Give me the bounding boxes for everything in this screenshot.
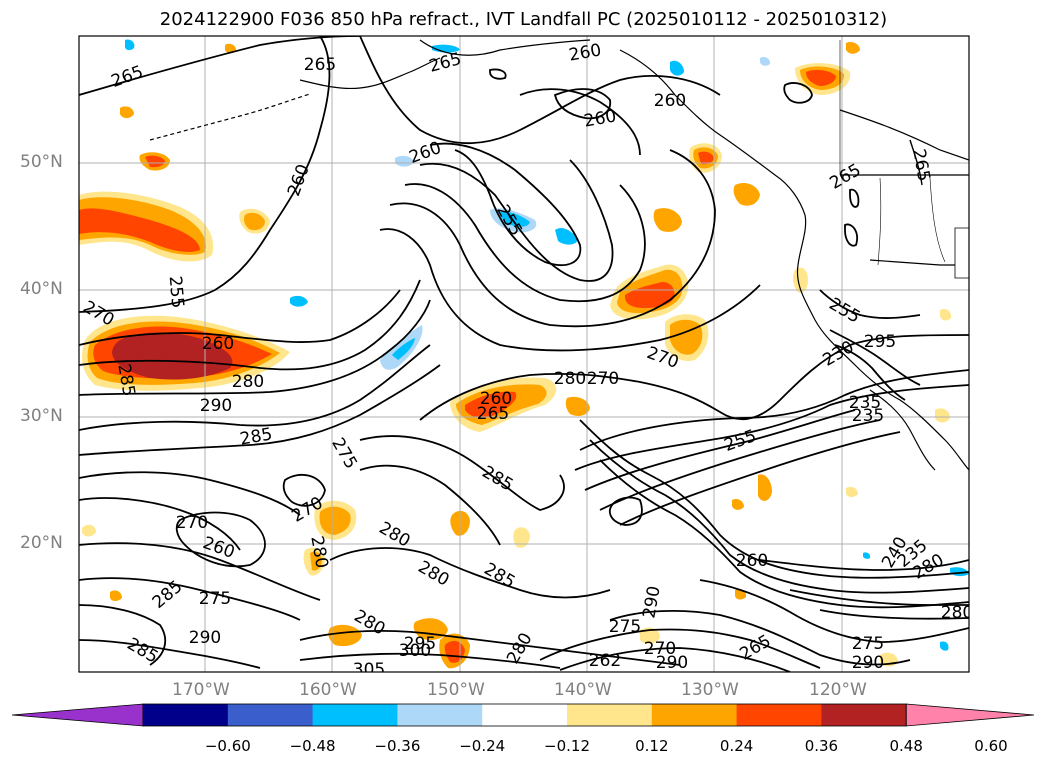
latitude-label: 50°N — [20, 152, 63, 172]
latitude-label: 40°N — [20, 279, 63, 299]
contour-label: 290 — [639, 584, 664, 619]
colorbar-segment — [227, 704, 314, 726]
contour-label: 260 — [284, 162, 314, 199]
coastlines — [149, 39, 969, 471]
contour-label: 280 — [941, 603, 973, 623]
contour-label: 270 — [176, 513, 208, 533]
longitude-label: 160°W — [299, 680, 357, 700]
colorbar-tick-label: −0.36 — [374, 737, 421, 755]
colorbar-tick-label: 0.60 — [974, 737, 1008, 755]
colorbar-tick-label: −0.24 — [459, 737, 506, 755]
longitude-label: 140°W — [554, 680, 612, 700]
colorbar-segment — [821, 704, 907, 726]
colorbar-segment — [397, 704, 483, 726]
contour-label: 265 — [477, 404, 509, 424]
longitude-label: 170°W — [172, 680, 230, 700]
contour-label: 285 — [123, 634, 161, 668]
contour-label: 275 — [852, 634, 884, 654]
contour-label: 265 — [427, 49, 464, 77]
colorbar-tick-label: −0.12 — [544, 737, 590, 755]
colorbar-tick-label: −0.60 — [204, 737, 251, 755]
colorbar-tick-label: 0.12 — [635, 737, 669, 755]
colorbar — [11, 703, 1035, 727]
longitude-label: 120°W — [809, 680, 867, 700]
contour-label: 280 — [554, 369, 586, 389]
contour-label: 260 — [567, 40, 602, 65]
contour-label: 295 — [404, 634, 436, 654]
shading-layer — [79, 39, 969, 669]
graticule — [79, 36, 969, 672]
contour-label: 285 — [113, 362, 138, 397]
colorbar-segment — [482, 704, 568, 726]
contour-label: 275 — [199, 589, 231, 609]
contour-label: 280 — [375, 518, 413, 552]
colorbar-segment — [651, 704, 738, 726]
contour-label: 262 — [589, 651, 621, 671]
colorbar-tick-label: 0.48 — [889, 737, 923, 755]
contour-label: 300 — [399, 641, 431, 661]
colorbar-tick-label: 0.36 — [804, 737, 839, 755]
contour-label: 305 — [353, 660, 385, 680]
contour-label: 235 — [852, 406, 884, 426]
contour-label: 265 — [826, 160, 864, 194]
contour-label: 290 — [852, 653, 884, 673]
latitude-label: 20°N — [20, 533, 63, 553]
colorbar-extend-max — [905, 703, 1035, 727]
contour-label: 285 — [238, 424, 273, 449]
contour-label: 255 — [165, 275, 188, 309]
positive-shading — [79, 41, 952, 669]
contour-label: 260 — [480, 389, 512, 409]
latitude-label: 30°N — [20, 406, 63, 426]
colorbar-tick-label: 0.24 — [719, 737, 754, 755]
colorbar-segment — [143, 704, 229, 726]
contour-label: 285 — [149, 577, 187, 613]
longitude-label: 130°W — [681, 680, 739, 700]
contour-label: 295 — [864, 332, 896, 352]
contour-label: 290 — [200, 396, 232, 416]
contour-label: 290 — [189, 628, 221, 648]
contour-label: 275 — [609, 617, 641, 637]
contour-label: 260 — [202, 334, 234, 354]
colorbar-extend-min — [11, 703, 144, 727]
colorbar-tick-label: −0.48 — [289, 737, 336, 755]
colorbar-frame — [142, 703, 907, 727]
contour-label: 270 — [644, 639, 676, 659]
colorbar-segment — [312, 704, 398, 726]
contour-label: 280 — [232, 372, 264, 392]
longitude-label: 150°W — [427, 680, 485, 700]
colorbar-segment — [567, 704, 653, 726]
contour-label: 235 — [849, 393, 881, 413]
contour-label: 260 — [582, 106, 617, 131]
contour-label: 290 — [656, 653, 688, 673]
plot-frame — [78, 35, 970, 673]
contour-label: 260 — [736, 551, 768, 571]
contour-label: 265 — [908, 147, 933, 182]
contour-label: 265 — [109, 62, 146, 92]
contour-label: 255 — [722, 426, 759, 456]
contour-lines — [79, 36, 969, 672]
contour-label: 270 — [587, 369, 619, 389]
contour-label: 260 — [654, 91, 686, 111]
contour-label: 265 — [304, 55, 336, 75]
colorbar-segment — [736, 704, 822, 726]
map-title: 2024122900 F036 850 hPa refract., IVT La… — [159, 9, 888, 30]
